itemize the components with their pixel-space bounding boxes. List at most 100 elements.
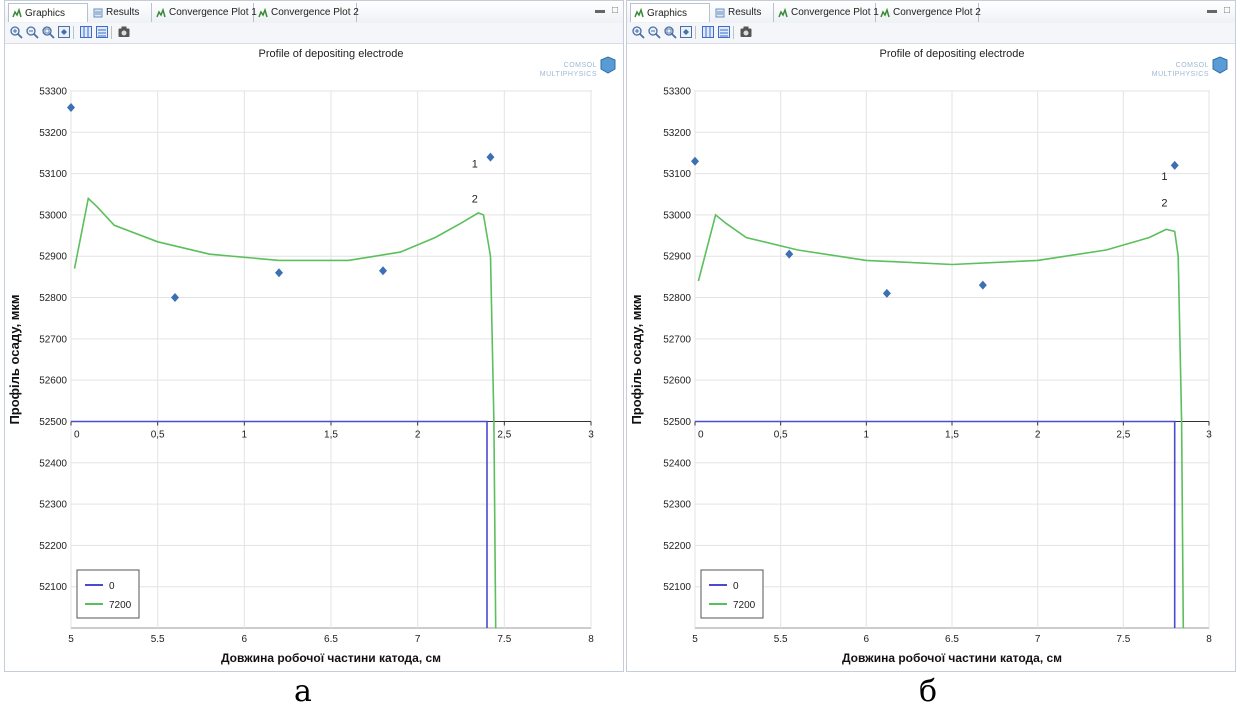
inner-axis-label: 2: [1035, 429, 1041, 440]
series-line-7200: [73, 196, 497, 628]
zoom-extents-icon[interactable]: [57, 25, 71, 39]
y-axis-label: Профіль осаду, мкм: [629, 294, 644, 424]
inner-axis-label: 1,5: [324, 429, 338, 440]
inner-axis-label: 0: [698, 429, 704, 440]
maximize-icon[interactable]: □: [611, 5, 618, 16]
y-tick-label: 52800: [39, 293, 67, 304]
x-tick-label: 5.5: [151, 634, 165, 645]
y-tick-label: 52300: [663, 500, 691, 511]
maximize-icon[interactable]: □: [1223, 5, 1230, 16]
inner-axis-label: 2: [415, 429, 421, 440]
x-tick-label: 6.5: [324, 634, 338, 645]
results-icon: [93, 8, 103, 18]
image-snapshot-icon-glyph: [740, 26, 752, 37]
y-tick-label: 52800: [663, 293, 691, 304]
toolbar-separator: [695, 26, 696, 39]
image-snapshot-icon[interactable]: [117, 25, 131, 39]
tab-convergence-plot-1[interactable]: Convergence Plot 1: [153, 3, 257, 22]
tab-label: Convergence Plot 1: [791, 7, 879, 18]
tab-label: Results: [106, 7, 140, 18]
zoom-in-icon[interactable]: [631, 25, 645, 39]
legend-label: 7200: [733, 600, 756, 611]
inner-axis-label: 2,5: [1116, 429, 1130, 440]
tab-results[interactable]: Results: [90, 3, 152, 22]
x-tick-label: 7.5: [497, 634, 511, 645]
x-tick-label: 5: [68, 634, 74, 645]
x-tick-label: 5: [692, 634, 698, 645]
tab-bar: Graphics Results Convergence Plot 1 Conv…: [5, 1, 623, 24]
series-line-0: [71, 420, 488, 628]
y-tick-label: 53000: [39, 210, 67, 221]
zoom-out-icon[interactable]: [647, 25, 661, 39]
y-tick-label: 52900: [663, 252, 691, 263]
tab-label: Convergence Plot 2: [271, 7, 359, 18]
y-tick-label: 53200: [663, 128, 691, 139]
y-axis-label: Профіль осаду, мкм: [7, 294, 22, 424]
zoom-extents-icon-glyph: [58, 26, 70, 38]
toolbar: [627, 23, 1235, 44]
inner-axis-label: 0,5: [774, 429, 788, 440]
tab-convergence-plot-1[interactable]: Convergence Plot 1: [775, 3, 879, 22]
annotation-label: 1: [1161, 171, 1167, 183]
tab-convergence-plot-2[interactable]: Convergence Plot 2: [255, 3, 359, 22]
tab-label: Convergence Plot 1: [169, 7, 257, 18]
legend-box: [700, 569, 764, 619]
x-tick-label: 5.5: [774, 634, 788, 645]
x-tick-label: 7: [1035, 634, 1041, 645]
minimize-icon[interactable]: ▬: [595, 5, 605, 16]
data-point: [171, 293, 179, 303]
graphics-window-b: Graphics Results Convergence Plot 1 Conv…: [626, 0, 1236, 672]
zoom-extents-icon[interactable]: [679, 25, 693, 39]
y-tick-label: 52500: [39, 417, 67, 428]
tab-graphics[interactable]: Graphics: [8, 3, 88, 22]
tab-results[interactable]: Results: [712, 3, 774, 22]
minimize-icon[interactable]: ▬: [1207, 5, 1217, 16]
image-snapshot-icon-glyph: [118, 26, 130, 37]
zoom-box-icon[interactable]: [663, 25, 677, 39]
x-axis-label: Довжина робочої частини катода, см: [221, 651, 441, 665]
y-tick-label: 53200: [39, 128, 67, 139]
legend-box: [76, 569, 140, 619]
y-tick-label: 52400: [663, 458, 691, 469]
image-snapshot-icon[interactable]: [739, 25, 753, 39]
y-tick-label: 52100: [39, 582, 67, 593]
data-point: [1170, 160, 1179, 170]
plot-area: Profile of depositing electrode COMSOL MUL…: [5, 44, 623, 671]
y-tick-label: 52600: [663, 376, 691, 387]
x-tick-label: 8: [588, 634, 594, 645]
zoom-in-icon-glyph: [632, 26, 645, 39]
zoom-out-icon-glyph: [648, 26, 661, 39]
legend-icon[interactable]: [95, 25, 109, 39]
data-point: [379, 266, 387, 276]
zoom-box-icon-glyph: [664, 26, 677, 39]
zoom-box-icon-glyph: [42, 26, 55, 39]
tab-label: Graphics: [25, 7, 66, 19]
x-tick-label: 8: [1206, 634, 1212, 645]
tab-label: Convergence Plot 2: [893, 7, 981, 18]
graphics-icon: [12, 7, 22, 18]
comsol-logo-line1: COMSOL: [564, 62, 597, 69]
grid-icon-glyph: [702, 26, 714, 38]
legend-icon[interactable]: [717, 25, 731, 39]
grid-icon[interactable]: [701, 25, 715, 39]
graphics-icon: [156, 7, 166, 18]
toolbar-separator: [733, 26, 734, 39]
y-tick-label: 52900: [39, 252, 67, 263]
annotation-label: 2: [1161, 198, 1167, 210]
annotation-label: 1: [472, 158, 478, 170]
graphics-icon: [258, 7, 268, 18]
y-tick-label: 53000: [663, 210, 691, 221]
zoom-in-icon[interactable]: [9, 25, 23, 39]
tab-graphics[interactable]: Graphics: [630, 3, 710, 22]
data-point: [691, 156, 699, 166]
data-point: [978, 280, 987, 290]
zoom-box-icon[interactable]: [41, 25, 55, 39]
grid-icon[interactable]: [79, 25, 93, 39]
tab-convergence-plot-2[interactable]: Convergence Plot 2: [877, 3, 981, 22]
comsol-logo-cube-icon: [600, 56, 616, 74]
zoom-out-icon[interactable]: [25, 25, 39, 39]
graphics-icon: [778, 7, 788, 18]
graphics-window-a: Graphics Results Convergence Plot 1 Conv…: [4, 0, 624, 672]
y-tick-label: 53100: [663, 169, 691, 180]
x-axis-label: Довжина робочої частини катода, см: [842, 651, 1062, 665]
